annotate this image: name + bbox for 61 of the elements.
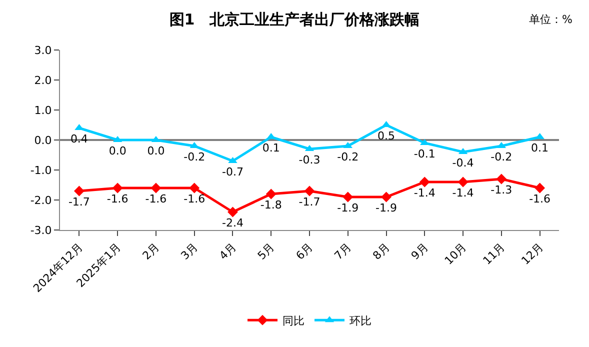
x-tick-label: 7月: [332, 240, 354, 262]
data-label: -1.9: [337, 201, 359, 214]
point: [304, 186, 315, 196]
data-label: -0.2: [184, 150, 206, 164]
x-tick-label: 6月: [294, 240, 316, 262]
legend-label: 同比: [282, 314, 304, 328]
point: [74, 186, 84, 196]
point: [112, 182, 123, 194]
point: [496, 174, 507, 184]
chart-title: 图1 北京工业生产者出厂价格涨跌幅: [169, 10, 420, 28]
x-tick-label: 2月: [140, 240, 162, 262]
data-label: -1.6: [529, 192, 551, 206]
y-tick-label: -2.0: [30, 194, 52, 207]
data-label: -0.3: [298, 153, 320, 166]
data-label: 0.1: [262, 141, 280, 154]
data-label: 0.4: [70, 132, 88, 146]
data-label: 0.0: [108, 144, 126, 158]
text: 单位：%: [529, 13, 572, 26]
data-label: -1.6: [184, 192, 206, 206]
point: [534, 182, 546, 194]
x-tick-label: 8月: [370, 240, 392, 262]
point: [381, 192, 392, 202]
data-label: -0.4: [452, 156, 474, 170]
data-label: -0.2: [337, 150, 359, 164]
data-label: -0.7: [222, 165, 244, 178]
x-tick-label: 11月: [480, 240, 508, 268]
data-label: -1.4: [452, 186, 474, 200]
data-label: 0.5: [378, 129, 396, 142]
data-label: -1.9: [376, 201, 398, 214]
point: [266, 188, 276, 200]
y-tick-label: 1.0: [34, 104, 52, 117]
x-tick-label: 9月: [408, 240, 431, 262]
data-label: -1.8: [260, 198, 282, 212]
x-tick-label: 4月: [216, 240, 239, 262]
y-tick-label: -1.0: [30, 164, 52, 177]
data-label: 0.1: [531, 141, 549, 154]
y-tick-label: 3.0: [34, 44, 52, 57]
point: [458, 176, 468, 188]
data-label: -2.4: [222, 216, 244, 230]
point: [419, 176, 430, 188]
data-label: -1.7: [68, 195, 90, 208]
data-label: 0.0: [147, 144, 165, 158]
y-tick-label: -3.0: [30, 224, 52, 237]
x-tick-label: 12月: [518, 240, 546, 268]
data-label: -0.1: [414, 147, 436, 160]
data-label: -1.7: [298, 195, 320, 208]
data-label: -1.3: [490, 183, 512, 196]
y-tick-label: 2.0: [34, 74, 52, 87]
data-label: -1.6: [106, 192, 128, 206]
data-label: -1.6: [145, 192, 167, 206]
data-label: -1.4: [414, 186, 436, 200]
point: [150, 182, 162, 194]
x-tick-label: 3月: [178, 240, 200, 262]
point: [342, 192, 354, 202]
legend-label: 环比: [350, 314, 372, 328]
point: [189, 182, 200, 194]
x-tick-label: 10月: [442, 240, 470, 268]
y-tick-label: 0.0: [34, 134, 52, 147]
data-label: -0.2: [490, 150, 512, 164]
point: [228, 206, 238, 218]
x-tick-label: 5月: [255, 240, 278, 262]
